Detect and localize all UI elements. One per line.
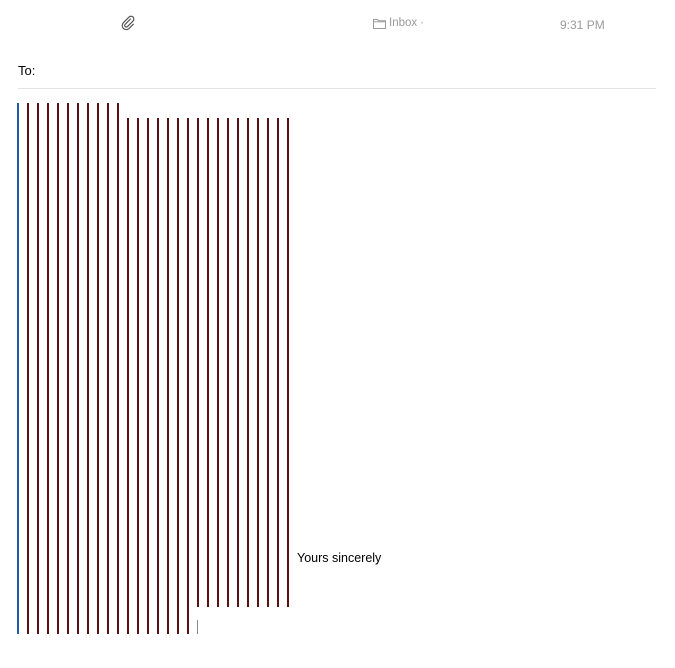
quote-bar-inner	[97, 103, 99, 634]
quote-bar-inner	[187, 118, 189, 634]
quote-bar-inner	[197, 118, 199, 607]
mailbox-separator: ·	[420, 17, 424, 29]
paperclip-icon[interactable]	[120, 15, 136, 31]
quote-bar-inner	[77, 103, 79, 634]
quote-bar-inner	[47, 103, 49, 634]
message-header: Inbox · 9:31 PM	[0, 0, 675, 50]
folder-icon	[373, 18, 386, 29]
mailbox-label: Inbox	[389, 17, 418, 29]
message-body[interactable]: Yours sincerely	[0, 95, 675, 668]
quote-bar-inner	[227, 118, 229, 607]
quote-bar-inner	[137, 118, 139, 634]
quote-bar-inner	[267, 118, 269, 607]
quote-bar-inner	[37, 103, 39, 634]
quote-bar-inner	[177, 118, 179, 634]
signature-text: Yours sincerely	[297, 551, 382, 565]
to-label: To:	[18, 63, 36, 78]
mailbox-indicator[interactable]: Inbox ·	[373, 17, 424, 29]
quote-bar-outer	[17, 103, 19, 634]
quote-bar-inner	[27, 103, 29, 634]
to-row: To:	[18, 53, 656, 89]
quote-bar-inner	[57, 103, 59, 634]
quote-bar-inner	[127, 118, 129, 634]
to-field[interactable]	[41, 57, 656, 84]
quote-bar-inner	[87, 103, 89, 634]
quote-bar-inner	[287, 118, 289, 607]
text-cursor	[197, 620, 198, 634]
quote-bar-inner	[107, 103, 109, 634]
quote-bar-inner	[157, 118, 159, 634]
quote-bar-inner	[217, 118, 219, 607]
quote-bar-inner	[167, 118, 169, 634]
message-time: 9:31 PM	[560, 18, 605, 32]
quote-bar-inner	[117, 103, 119, 634]
quote-bar-inner	[247, 118, 249, 607]
quote-bar-inner	[207, 118, 209, 607]
quote-bar-inner	[67, 103, 69, 634]
quote-bar-inner	[147, 118, 149, 634]
quote-bar-inner	[257, 118, 259, 607]
quote-bar-inner	[277, 118, 279, 607]
quote-bar-inner	[237, 118, 239, 607]
